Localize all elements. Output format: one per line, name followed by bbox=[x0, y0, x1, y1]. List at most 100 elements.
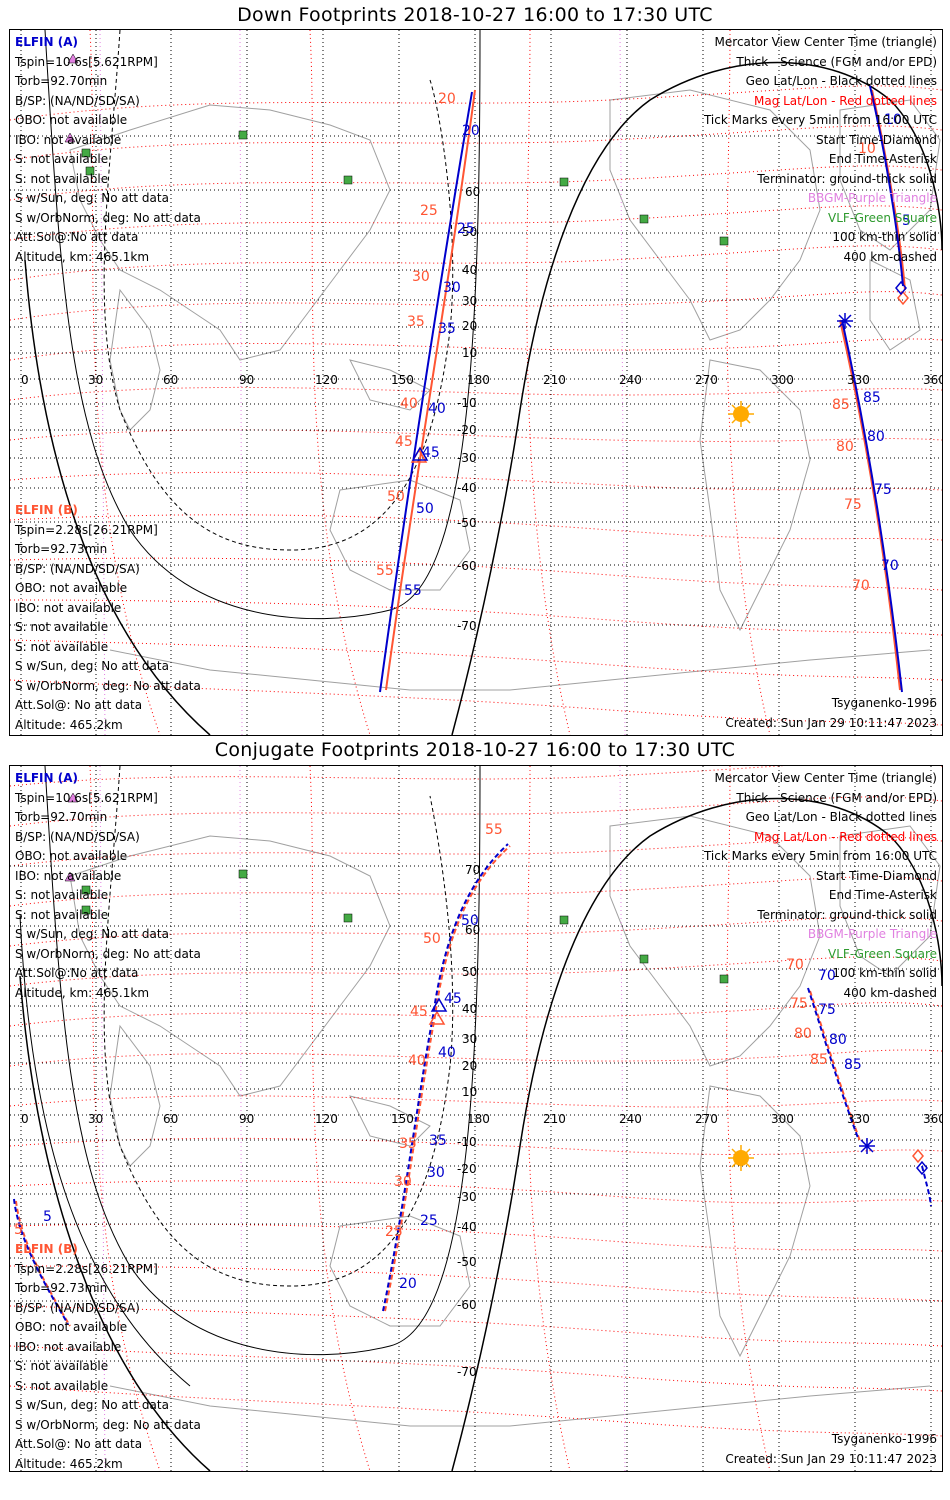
down-elfin-a-track bbox=[379, 85, 904, 693]
legend-item: Terminator: ground-thick solid bbox=[757, 907, 937, 922]
elfin-a-line: Altitude, km: 465.1km bbox=[15, 985, 150, 1000]
vlf-square-icon bbox=[85, 166, 95, 176]
elfin-b-tick-label: 50 bbox=[423, 931, 441, 947]
elfin-b-tick-label: 50 bbox=[387, 489, 405, 505]
elfin-b-line: OBO: not available bbox=[15, 581, 128, 595]
lon-tick-label: 210 bbox=[543, 1112, 566, 1126]
lat-tick-label: -70 bbox=[457, 1365, 477, 1379]
down-sun-icon bbox=[728, 401, 754, 427]
legend-item: 400 km-dashed bbox=[843, 985, 937, 1000]
down-elfin-b-labels: 20 25 30 35 40 45 50 55 85 80 75 70 10 bbox=[376, 91, 876, 594]
elfin-b-tick-label: 70 bbox=[786, 957, 804, 973]
elfin-a-header: ELFIN (A) bbox=[15, 771, 78, 785]
legend-item: 100 km-thin solid bbox=[832, 230, 937, 244]
end-asterisk-icon bbox=[859, 1138, 875, 1154]
end-asterisk-icon bbox=[837, 313, 853, 329]
down-bbgm-lines bbox=[99, 30, 626, 735]
elfin-a-line: B/SP: (NA/ND/SD/SA) bbox=[15, 93, 140, 108]
conj-elfin-b-track bbox=[15, 845, 861, 1327]
elfin-b-tick-label: 80 bbox=[794, 1026, 812, 1042]
vlf-square-icon bbox=[719, 236, 729, 246]
legend-item: End Time-Asterisk bbox=[828, 888, 937, 902]
legend-item: Mag Lat/Lon - Red dotted lines bbox=[753, 829, 937, 844]
lat-tick-label: -60 bbox=[457, 559, 477, 573]
bbgm-triangle-icon bbox=[64, 871, 76, 882]
vlf-square-icon bbox=[719, 974, 729, 984]
elfin-a-tick-label: 30 bbox=[427, 1165, 445, 1181]
lat-tick-label: 30 bbox=[462, 1032, 477, 1046]
down-vlf-stations bbox=[81, 130, 729, 246]
vlf-square-icon bbox=[639, 214, 649, 224]
lon-tick-label: 240 bbox=[619, 1112, 642, 1126]
lat-tick-label: -70 bbox=[457, 619, 477, 633]
conj-map-canvas: 0306090120150180210240270300330360 70605… bbox=[10, 766, 942, 1471]
legend-item: Geo Lat/Lon - Black dotted lines bbox=[745, 74, 937, 88]
lon-tick-label: 150 bbox=[391, 1112, 414, 1126]
elfin-a-tick-label: 85 bbox=[863, 390, 881, 406]
elfin-a-tick-label: 5 bbox=[43, 1209, 52, 1225]
lat-tick-label: 10 bbox=[462, 346, 477, 360]
elfin-a-line: OBO: not available bbox=[15, 849, 128, 863]
conj-coastlines bbox=[69, 815, 941, 1427]
legend-item: Start Time-Diamond bbox=[815, 132, 937, 147]
center-triangle-icon bbox=[430, 997, 448, 1012]
elfin-b-line: IBO: not available bbox=[15, 1339, 122, 1354]
elfin-a-line: OBO: not available bbox=[15, 113, 128, 127]
lon-tick-label: 0 bbox=[21, 1112, 29, 1126]
lat-tick-label: -20 bbox=[457, 423, 477, 437]
elfin-b-header: ELFIN (B) bbox=[15, 1242, 78, 1256]
lon-tick-label: 300 bbox=[771, 373, 794, 387]
lon-tick-label: 0 bbox=[21, 373, 29, 387]
legend-item: End Time-Asterisk bbox=[828, 152, 937, 166]
lat-tick-label: -30 bbox=[457, 451, 477, 465]
elfin-a-tick-label: 80 bbox=[867, 429, 885, 445]
conj-footer: Tsyganenko-1996 Created: Sun Jan 29 10:1… bbox=[725, 1430, 937, 1469]
legend-item: 400 km-dashed bbox=[843, 249, 937, 264]
elfin-b-tick-label: 55 bbox=[485, 822, 503, 838]
elfin-b-tick-label: 30 bbox=[394, 1174, 412, 1190]
elfin-b-tick-label: 45 bbox=[410, 1004, 428, 1020]
elfin-b-tick-label: 75 bbox=[790, 996, 808, 1012]
elfin-a-tick-label: 5 bbox=[902, 213, 911, 229]
down-plot-title: Down Footprints 2018-10-27 16:00 to 17:3… bbox=[237, 4, 713, 26]
lon-tick-label: 270 bbox=[695, 1112, 718, 1126]
lat-tick-label: -60 bbox=[457, 1298, 477, 1312]
elfin-a-line: Altitude, km: 465.1km bbox=[15, 249, 150, 264]
conj-bbgm-stations bbox=[64, 792, 79, 882]
conj-markers bbox=[428, 997, 928, 1176]
vlf-square-icon bbox=[343, 913, 353, 923]
down-geo-grid bbox=[10, 30, 942, 735]
lon-tick-label: 60 bbox=[163, 373, 178, 387]
down-bbgm-stations bbox=[64, 53, 79, 143]
start-diamond-icon bbox=[897, 290, 909, 306]
lat-tick-label: -20 bbox=[457, 1162, 477, 1176]
down-legend: Mercator View Center Time (triangle) Thi… bbox=[704, 33, 937, 267]
lat-tick-label: -10 bbox=[457, 396, 477, 410]
elfin-b-line: S: not available bbox=[15, 620, 109, 634]
down-footer: Tsyganenko-1996 Created: Sun Jan 29 10:1… bbox=[725, 694, 937, 733]
elfin-a-tick-label: 20 bbox=[399, 1276, 417, 1292]
legend-item: Thick - Science (FGM and/or EPD) bbox=[736, 790, 937, 805]
elfin-b-header: ELFIN (B) bbox=[15, 503, 78, 517]
elfin-a-tick-label: 55 bbox=[404, 583, 422, 599]
elfin-b-tick-label: 30 bbox=[412, 269, 430, 285]
legend-item: Tick Marks every 5min from 16:00 UTC bbox=[703, 849, 937, 863]
lat-tick-label: -50 bbox=[457, 516, 477, 530]
start-diamond-icon bbox=[912, 1148, 924, 1164]
elfin-b-line: B/SP: (NA/ND/SD/SA) bbox=[15, 561, 140, 576]
conj-lon-tick-labels: 0 30 60 90 120 150 180 210 240 270 300 330 360 bbox=[21, 1112, 942, 1126]
elfin-b-line: Altitude: 465.2km bbox=[15, 1456, 123, 1471]
elfin-b-line: S: not available bbox=[15, 639, 109, 654]
elfin-a-tick-label: 40 bbox=[428, 401, 446, 417]
elfin-a-tick-label: 35 bbox=[438, 321, 456, 337]
elfin-a-line: S w/Sun, deg: No att data bbox=[15, 927, 169, 941]
elfin-b-line: Att.Sol@: No att data bbox=[15, 698, 143, 712]
lon-tick-label: 30 bbox=[88, 1112, 103, 1126]
elfin-b-line: Tspin=2.28s[26.21RPM] bbox=[15, 522, 158, 537]
legend-item: Mag Lat/Lon - Red dotted lines bbox=[753, 93, 937, 108]
elfin-b-tick-label: 70 bbox=[852, 578, 870, 594]
elfin-b-tick-label: 40 bbox=[408, 1053, 426, 1069]
lat-tick-label: 10 bbox=[462, 1085, 477, 1099]
bbgm-triangle-icon bbox=[64, 132, 76, 143]
